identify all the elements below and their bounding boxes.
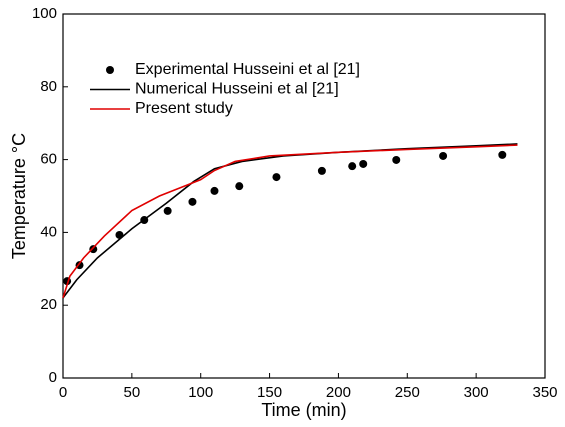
plot-frame: [62, 13, 546, 379]
x-axis-label: Time (min): [261, 400, 346, 420]
data-line: [62, 143, 518, 299]
legend-marker: [106, 66, 114, 74]
x-tick-label: 300: [464, 384, 489, 401]
data-point: [272, 173, 281, 182]
x-tick-label: 50: [124, 384, 141, 401]
y-tick-label: 60: [40, 151, 57, 168]
y-tick-label: 20: [40, 296, 57, 313]
data-point: [348, 162, 357, 171]
legend-label: Numerical Husseini et al [21]: [135, 81, 339, 98]
x-tick-label: 350: [532, 384, 557, 401]
data-point: [498, 150, 507, 159]
data-point: [439, 151, 448, 160]
x-tick-label: 150: [257, 384, 282, 401]
y-tick-label: 40: [40, 223, 57, 240]
legend-label: Present study: [135, 100, 233, 117]
y-tick-label: 0: [49, 369, 57, 386]
x-tick-label: 250: [395, 384, 420, 401]
x-tick-label: 0: [59, 384, 67, 401]
data-point: [392, 155, 401, 164]
x-tick-label: 200: [326, 384, 351, 401]
x-tick-label: 100: [188, 384, 213, 401]
data-point: [317, 166, 326, 175]
data-point: [359, 159, 368, 168]
data-line: [62, 144, 518, 299]
y-tick-label: 80: [40, 78, 57, 95]
data-point: [188, 197, 197, 206]
y-tick-label: 100: [32, 5, 57, 22]
data-point: [163, 206, 172, 215]
data-point: [235, 182, 244, 191]
y-axis-label: Temperature °C: [9, 133, 29, 259]
data-point: [89, 245, 98, 254]
data-point: [210, 186, 219, 195]
legend-label: Experimental Husseini et al [21]: [135, 61, 360, 78]
